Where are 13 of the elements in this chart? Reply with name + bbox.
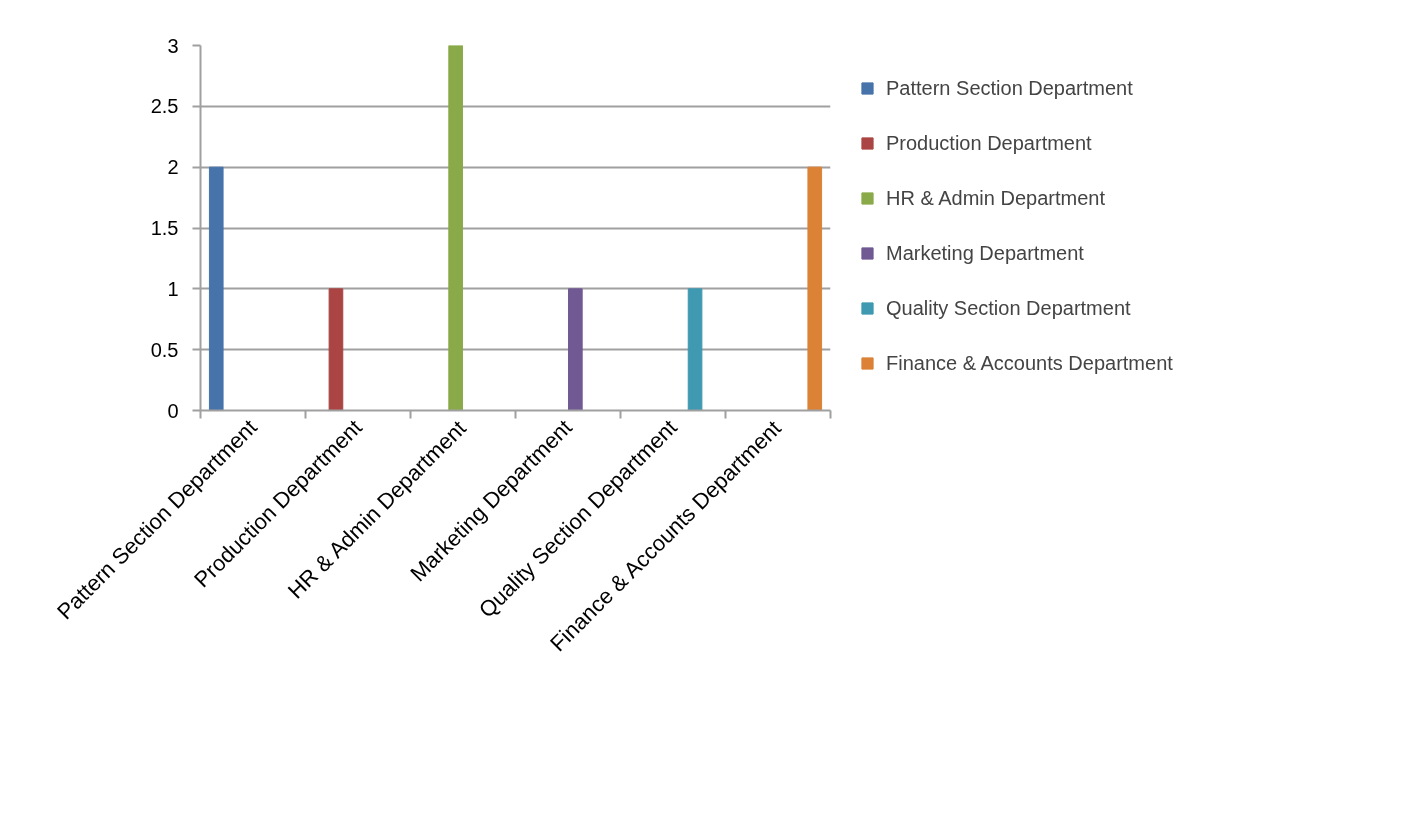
legend-label: HR & Admin Department: [886, 185, 1105, 211]
y-tick-label: 0: [167, 399, 179, 422]
y-tick-label: 2: [167, 156, 179, 179]
legend-label: Quality Section Department: [886, 295, 1131, 321]
legend-label: Production Department: [886, 130, 1092, 156]
y-tick-label: 2.5: [150, 95, 179, 118]
y-tick-label: 1: [167, 277, 179, 300]
legend-label: Pattern Section Department: [886, 75, 1133, 101]
legend-label: Finance & Accounts Department: [886, 350, 1173, 376]
y-tick-label: 3: [167, 34, 179, 57]
y-tick-label: 0.5: [150, 338, 179, 361]
legend-label: Marketing Department: [886, 240, 1084, 266]
y-tick-label: 1.5: [150, 217, 179, 239]
